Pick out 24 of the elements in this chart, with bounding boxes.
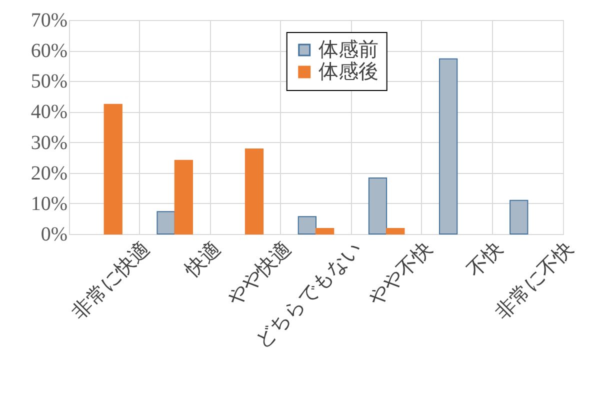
- bar: [174, 160, 193, 234]
- bar: [316, 228, 334, 234]
- bar: [104, 104, 122, 234]
- y-tick-label: 10%: [30, 192, 68, 215]
- x-tick-label: 不快: [463, 238, 508, 282]
- x-tick-label: やや不快: [364, 238, 437, 310]
- y-tick-label: 40%: [30, 101, 68, 124]
- y-tick-label: 50%: [30, 70, 68, 93]
- bar: [298, 216, 316, 234]
- bar: [439, 58, 458, 234]
- bar: [244, 148, 264, 234]
- y-tick-label: 70%: [30, 10, 68, 32]
- y-tick-label: 0%: [40, 224, 68, 246]
- y-tick-label: 20%: [30, 162, 68, 184]
- y-tick-label: 60%: [30, 40, 68, 62]
- bar: [386, 228, 405, 234]
- bar: [510, 200, 528, 234]
- legend-label: 体感前: [318, 39, 378, 61]
- x-tick-label: 快適: [180, 238, 225, 282]
- bar: [156, 211, 176, 234]
- legend-label: 体感後: [318, 61, 378, 83]
- bar: [368, 178, 388, 234]
- y-tick-label: 30%: [30, 132, 68, 154]
- x-tick-label: 非常に快適: [68, 238, 154, 324]
